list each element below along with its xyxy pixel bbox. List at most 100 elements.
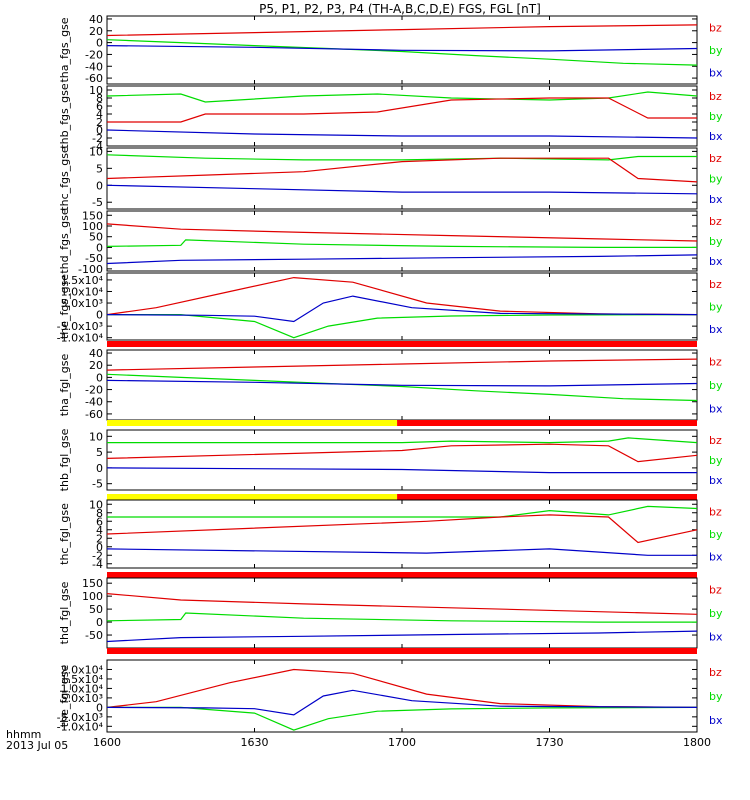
time-axis-label: hhmm [6, 728, 41, 741]
panel-frame [106, 659, 698, 733]
panel-frame [106, 429, 698, 491]
y-tick-label: 0 [96, 701, 103, 714]
legend-bz: bz [709, 21, 722, 34]
y-tick-label: 10 [89, 498, 103, 511]
y-axis-label: the_fgs_gse [58, 274, 71, 339]
legend-by: by [709, 44, 723, 57]
series-line-by [106, 154, 697, 161]
series-line-bz [106, 358, 698, 371]
series-line-by [106, 373, 698, 402]
series-line-bz [106, 514, 698, 544]
x-tick-label: 1700 [388, 736, 416, 749]
x-tick-label: 1630 [241, 736, 269, 749]
y-tick-label: -40 [85, 396, 103, 409]
status-bar-red [397, 494, 697, 500]
y-axis-label: thd_fgl_gse [58, 581, 71, 644]
legend-bx: bx [709, 630, 723, 643]
series-line-bz [106, 24, 698, 37]
y-tick-label: 100 [82, 590, 103, 603]
y-tick-label: -20 [85, 48, 103, 61]
y-tick-label: 0 [96, 541, 103, 554]
y-tick-label: 5 [96, 446, 103, 459]
y-tick-label: 50 [89, 603, 103, 616]
series-line-bx [106, 689, 698, 716]
series-line-by [106, 612, 697, 623]
x-tick-label: 1730 [536, 736, 564, 749]
legend-bz: bz [709, 90, 722, 103]
series-line-bx [106, 184, 698, 195]
series-line-bx [106, 630, 698, 643]
series-line-by [107, 706, 698, 731]
y-tick-label: 6 [96, 515, 103, 528]
x-tick-label: 1600 [93, 736, 121, 749]
series-line-by [107, 505, 698, 518]
y-tick-label: 4 [96, 108, 103, 121]
series-line-bz [106, 223, 698, 242]
series-line-bx [106, 254, 698, 265]
y-tick-label: 0 [96, 124, 103, 137]
y-tick-label: -1.0x10⁴ [57, 720, 104, 733]
y-tick-label: 150 [82, 209, 103, 222]
y-tick-label: 0 [96, 462, 103, 475]
y-tick-label: -2 [92, 549, 103, 562]
series-line-bz [106, 276, 698, 316]
y-tick-label: 20 [89, 25, 103, 38]
y-tick-label: -4 [92, 140, 103, 153]
chart-title: P5, P1, P2, P3, P4 (TH-A,B,C,D,E) FGS, F… [259, 2, 541, 16]
y-tick-label: -5 [92, 478, 103, 491]
legend-by: by [709, 528, 723, 541]
y-tick-label: 0 [96, 179, 103, 192]
panel-frame [106, 272, 698, 341]
y-tick-label: -5 [92, 196, 103, 209]
y-tick-label: -50 [85, 252, 103, 265]
legend-by: by [709, 379, 723, 392]
y-tick-label: 2.0x10⁴ [61, 663, 104, 676]
y-tick-label: -20 [85, 384, 103, 397]
y-axis-label: the_fgl_gse [58, 665, 71, 728]
y-tick-label: 1.5x10⁴ [61, 673, 104, 686]
legend-bx: bx [709, 323, 723, 336]
y-axis-label: thb_fgs_gse [58, 83, 71, 149]
y-tick-label: 40 [89, 13, 103, 26]
y-tick-label: 10 [89, 430, 103, 443]
date-label: 2013 Jul 05 [6, 739, 68, 752]
y-tick-label: -50 [85, 629, 103, 642]
legend-bz: bz [709, 505, 722, 518]
y-tick-label: -100 [78, 263, 103, 276]
y-tick-label: 5.0x10³ [61, 297, 103, 310]
series-line-bx [106, 129, 698, 139]
y-tick-label: -40 [85, 60, 103, 73]
y-tick-label: 5.0x10³ [61, 692, 103, 705]
legend-bz: bz [709, 584, 722, 597]
panel-frame [106, 499, 698, 569]
y-tick-label: 1.5x10⁴ [61, 274, 104, 287]
legend-by: by [709, 301, 723, 314]
status-bar-red [397, 420, 697, 426]
legend-by: by [709, 173, 723, 186]
legend-bz: bz [709, 152, 722, 165]
y-tick-label: 8 [96, 507, 103, 520]
y-tick-label: -60 [85, 72, 103, 85]
y-axis-label: thd_fgs_gse [58, 208, 71, 274]
legend-bz: bz [709, 278, 722, 291]
y-tick-label: 10 [89, 145, 103, 158]
y-tick-label: 10 [89, 84, 103, 97]
legend-by: by [709, 454, 723, 467]
y-tick-label: -5.0x10³ [57, 711, 103, 724]
status-bar-yellow [107, 494, 398, 500]
legend-bx: bx [709, 551, 723, 564]
series-line-bz [107, 97, 697, 123]
series-line-by [106, 39, 698, 66]
legend-bz: bz [709, 215, 722, 228]
status-bar-yellow [107, 420, 398, 426]
series-line-by [106, 239, 697, 248]
y-tick-label: 20 [89, 359, 103, 372]
legend-bx: bx [709, 714, 723, 727]
status-bar-red [107, 648, 697, 654]
legend-by: by [709, 235, 723, 248]
y-tick-label: 0 [96, 37, 103, 50]
series-line-bx [106, 379, 698, 387]
y-axis-label: thc_fgs_gse [58, 146, 71, 211]
series-line-by [107, 437, 698, 444]
series-line-bx [106, 548, 697, 556]
